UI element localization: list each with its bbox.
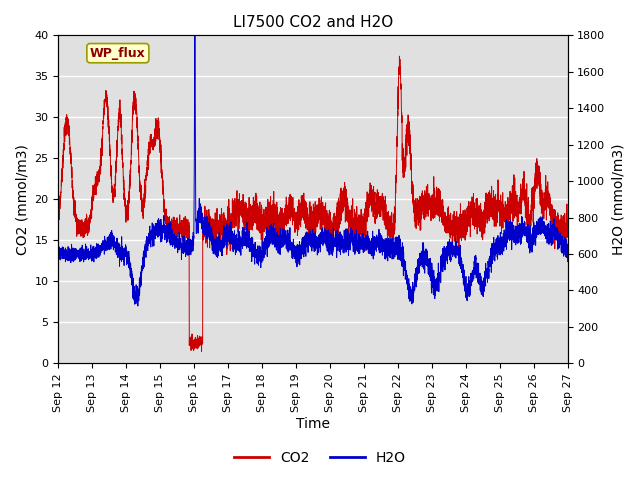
Y-axis label: H2O (mmol/m3): H2O (mmol/m3) xyxy=(611,144,625,255)
Text: WP_flux: WP_flux xyxy=(90,47,146,60)
X-axis label: Time: Time xyxy=(296,418,330,432)
Y-axis label: CO2 (mmol/m3): CO2 (mmol/m3) xyxy=(15,144,29,255)
Title: LI7500 CO2 and H2O: LI7500 CO2 and H2O xyxy=(233,15,393,30)
Legend: CO2, H2O: CO2, H2O xyxy=(228,445,412,471)
